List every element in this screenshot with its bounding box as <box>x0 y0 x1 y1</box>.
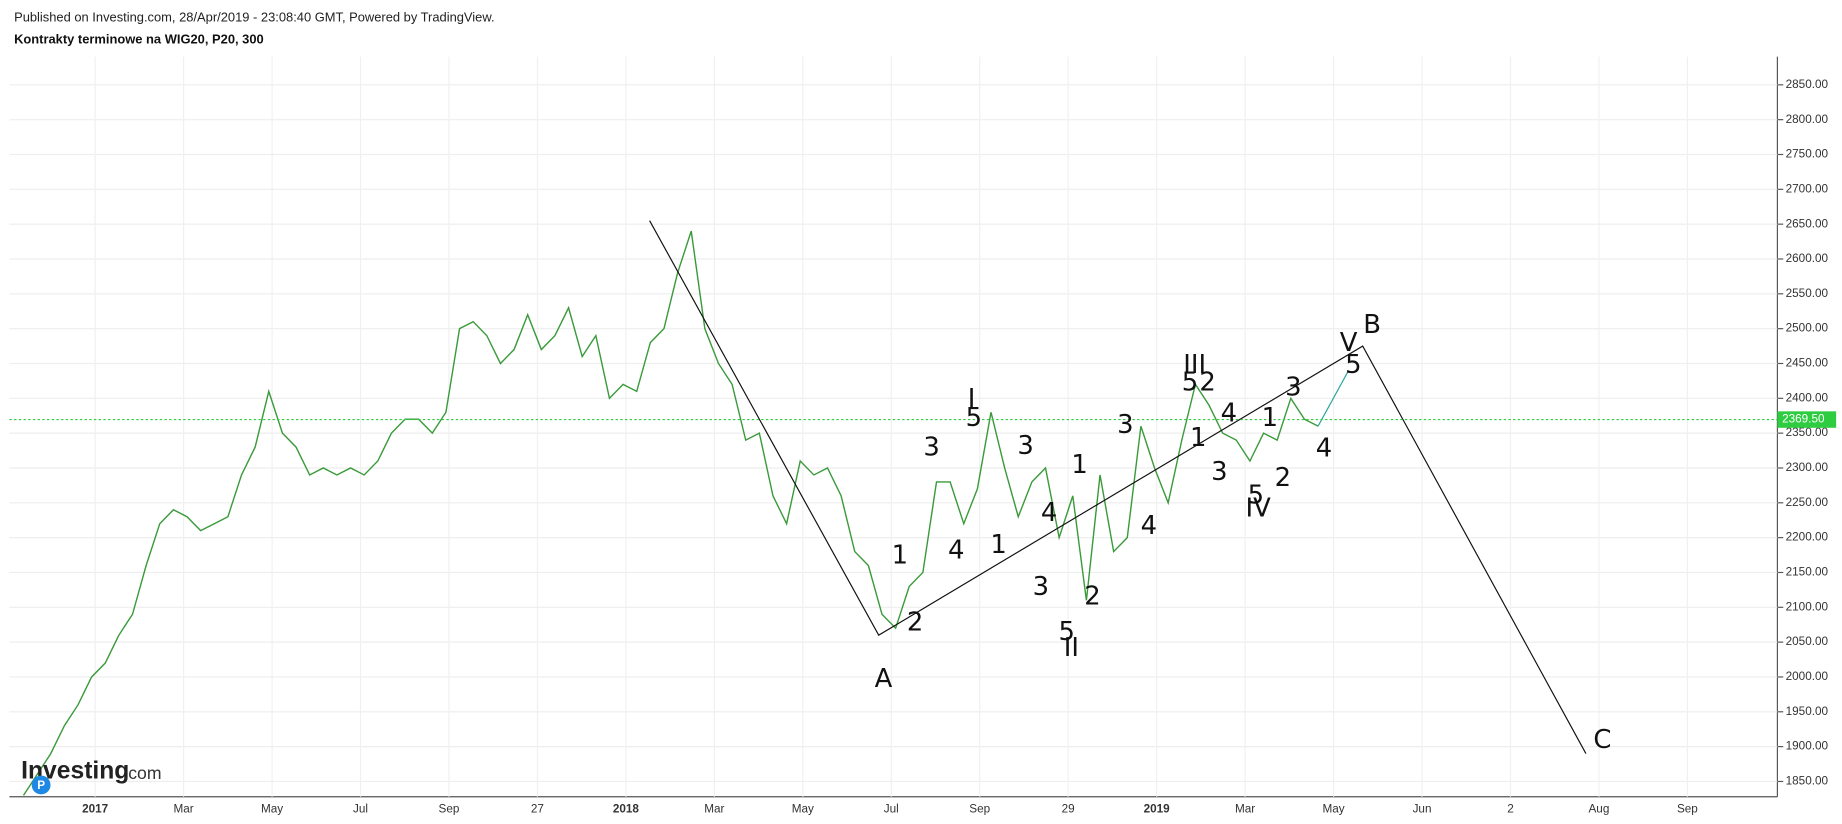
wave-label: 3 <box>1285 372 1301 402</box>
y-tick-label: 2150.00 <box>1786 566 1829 579</box>
wave-label: A <box>875 664 893 694</box>
y-tick-label: 2000.00 <box>1786 670 1829 683</box>
wave-label: 3 <box>923 432 939 462</box>
wave-label: B <box>1363 310 1381 340</box>
x-tick-label: Mar <box>704 803 724 816</box>
y-tick-label: 2100.00 <box>1786 600 1829 613</box>
x-tick-label: May <box>261 803 283 816</box>
wave-label: 5 <box>966 403 982 433</box>
wave-line <box>649 220 1587 754</box>
x-tick-label: May <box>1322 803 1344 816</box>
wave-label: IV <box>1246 493 1272 523</box>
x-tick-label: 29 <box>1062 803 1075 816</box>
x-tick-label: 2017 <box>82 803 109 816</box>
x-tick-label: Aug <box>1588 803 1609 816</box>
y-tick-label: 1900.00 <box>1786 740 1829 753</box>
wave-label: 3 <box>1017 431 1033 461</box>
wave-label: 1 <box>1262 403 1278 433</box>
wave-label: V <box>1340 328 1358 358</box>
x-tick-label: Sep <box>969 803 990 816</box>
x-tick-label: Mar <box>174 803 194 816</box>
x-tick-label: Jul <box>353 803 368 816</box>
x-tick-label: May <box>792 803 814 816</box>
wave-line <box>1317 370 1350 427</box>
wave-label: 1 <box>1190 423 1206 453</box>
wave-label: 4 <box>1221 398 1237 428</box>
wave-label: 3 <box>1033 572 1049 602</box>
wave-label: 4 <box>1141 511 1157 541</box>
y-tick-label: 2200.00 <box>1786 531 1829 544</box>
x-tick-label: 27 <box>531 803 544 816</box>
wave-label: 2 <box>1275 463 1291 493</box>
last-price-label: 2369.50 <box>1782 413 1825 426</box>
y-tick-label: 2850.00 <box>1786 78 1829 91</box>
wave-label: I <box>968 384 976 414</box>
plot: 1850.00 1900.00 1950.00 2000.00 2050.00 2100.… <box>9 56 1837 816</box>
y-tick-label: 2600.00 <box>1786 252 1829 265</box>
y-tick-label: 2700.00 <box>1786 182 1829 195</box>
y-tick-label: 2450.00 <box>1786 357 1829 370</box>
wave-label: III <box>1183 350 1206 380</box>
wave-label: C <box>1593 725 1611 755</box>
wave-label: 2 <box>907 607 923 637</box>
y-tick-label: 2350.00 <box>1786 426 1829 439</box>
y-tick-label: 2800.00 <box>1786 113 1829 126</box>
y-tick-label: 2400.00 <box>1786 391 1829 404</box>
x-tick-label: 2 <box>1507 803 1514 816</box>
wave-label: 2 <box>1199 368 1215 398</box>
y-tick-label: 2550.00 <box>1786 287 1829 300</box>
logo-badge <box>31 775 51 795</box>
published-note: Published on Investing.com, 28/Apr/2019 … <box>14 9 494 24</box>
wave-label: 3 <box>1211 457 1227 487</box>
wave-label: 1 <box>892 540 908 570</box>
wave-label: 5 <box>1058 617 1074 647</box>
y-tick-label: 2300.00 <box>1786 461 1829 474</box>
wave-label: 5 <box>1345 350 1361 380</box>
logo-badge-text: P <box>37 779 45 792</box>
logo-suffix: .com <box>123 763 161 783</box>
wave-label: 5 <box>1182 368 1198 398</box>
price-line <box>22 230 1319 796</box>
x-tick-label: Sep <box>1677 803 1698 816</box>
wave-label: 5 <box>1248 480 1264 510</box>
x-tick-label: Jul <box>884 803 899 816</box>
x-tick-label: 2018 <box>613 803 640 816</box>
y-tick-label: 1850.00 <box>1786 775 1829 788</box>
wave-label: 1 <box>1071 450 1087 480</box>
wave-label: II <box>1064 633 1079 663</box>
y-tick-label: 2050.00 <box>1786 635 1829 648</box>
wave-label: 4 <box>948 536 964 566</box>
wave-label: 4 <box>1316 434 1332 464</box>
x-tick-label: Sep <box>439 803 460 816</box>
x-tick-label: 2019 <box>1144 803 1171 816</box>
x-tick-label: Jun <box>1413 803 1432 816</box>
last-price-tag <box>1777 411 1837 428</box>
wave-label: 2 <box>1084 582 1100 612</box>
y-tick-label: 2250.00 <box>1786 496 1829 509</box>
y-tick-label: 2750.00 <box>1786 148 1829 161</box>
wave-label: 1 <box>990 530 1006 560</box>
x-tick-label: Mar <box>1235 803 1255 816</box>
instrument-title: Kontrakty terminowe na WIG20, P20, 300 <box>14 32 264 47</box>
wave-label: 3 <box>1117 410 1133 440</box>
y-tick-label: 1950.00 <box>1786 705 1829 718</box>
y-tick-label: 2500.00 <box>1786 322 1829 335</box>
y-tick-label: 2650.00 <box>1786 217 1829 230</box>
wave-label: 4 <box>1041 498 1057 528</box>
